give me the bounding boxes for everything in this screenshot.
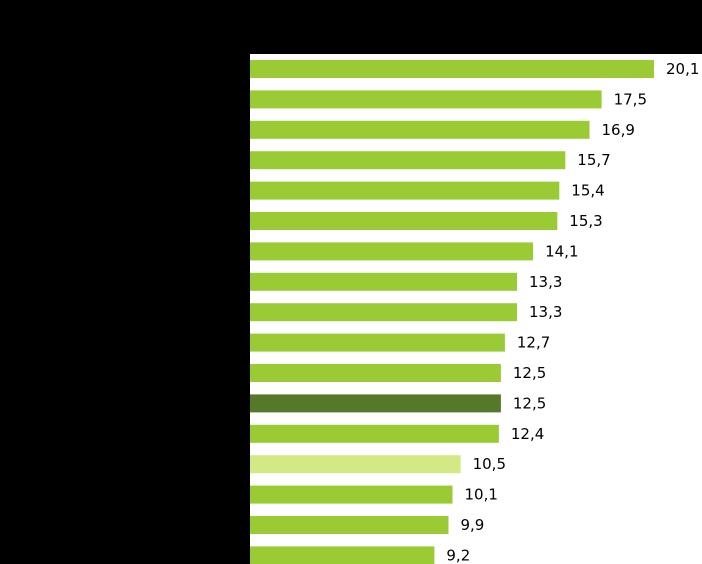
bar [250,485,453,504]
bar-value-label: 15,3 [569,212,602,230]
bar [250,60,654,78]
bar-value-label: 9,2 [446,546,470,564]
bar-value-label: 12,5 [513,394,546,412]
bar [250,364,501,382]
bar [250,181,560,200]
bar-value-label: 16,9 [602,121,635,139]
bar-value-label: 14,1 [545,242,578,260]
bar [250,151,566,170]
bar [250,90,602,109]
bar-value-label: 10,1 [465,486,498,504]
bar [250,546,435,564]
bar [250,120,590,139]
bar-value-label: 12,4 [511,425,544,443]
bar-value-label: 13,3 [529,303,562,321]
bar [250,333,505,352]
bar-value-label: 17,5 [614,90,647,108]
bar-value-label: 12,5 [513,364,546,382]
bar [250,242,534,261]
bar [250,455,461,474]
bar-value-label: 12,7 [517,334,550,352]
bars-group: 20,1 17,5 16,9 15,7 15,4 15,3 14,1 13,3 13,3 12,7… [250,60,699,564]
bar-value-label: 13,3 [529,273,562,291]
bar [250,516,449,534]
bar [250,272,517,291]
bar-value-label: 15,4 [571,182,604,200]
bar-value-label: 10,5 [473,455,506,473]
bar-value-label: 20,1 [666,60,699,78]
bar [250,424,499,443]
bar [250,212,558,230]
bar [250,303,517,322]
bar [250,394,501,413]
bar-value-label: 15,7 [577,151,610,169]
bar-value-label: 9,9 [461,516,485,534]
